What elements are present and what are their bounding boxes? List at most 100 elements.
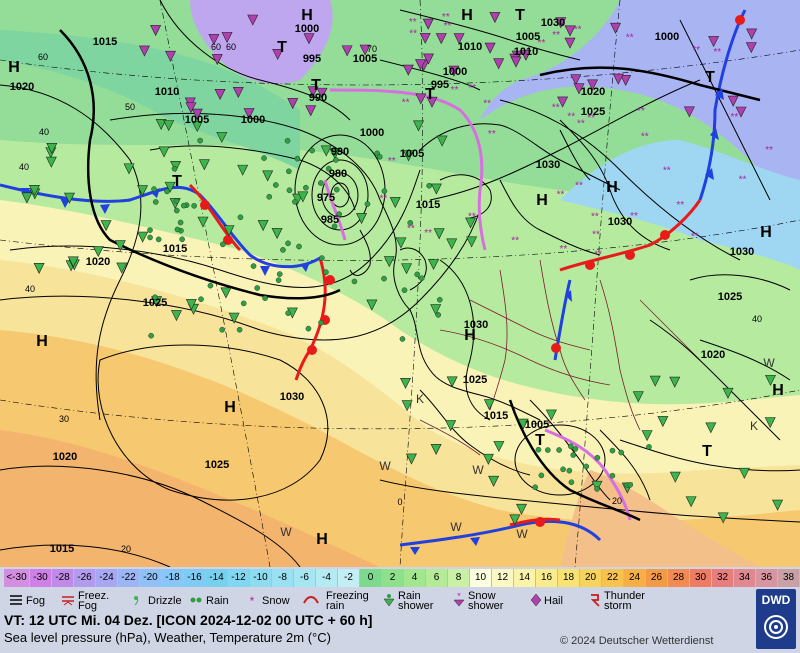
isobar-label: 1020 <box>701 349 725 361</box>
snow-shower-icon <box>727 95 739 107</box>
rain-icon <box>294 155 301 162</box>
rain-shower-icon <box>170 310 182 322</box>
rain-icon <box>627 482 634 488</box>
snow-icon: ** <box>739 175 747 186</box>
high-center: H <box>464 327 476 344</box>
rain-shower-icon <box>46 143 58 154</box>
temperature-label: 50 <box>125 102 135 112</box>
temperature-scale-cell: 20 <box>580 569 602 587</box>
snow-shower-icon <box>489 12 501 24</box>
rain-icon <box>323 269 329 275</box>
legend-item-label: Freez. Fog <box>78 590 110 612</box>
low-center: T <box>515 7 525 24</box>
copyright: © 2024 Deutscher Wetterdienst <box>560 635 714 647</box>
legend-item-label: Freezing rain <box>326 590 369 612</box>
temperature-scale-cell: -4 <box>316 569 338 587</box>
snow-icon: ** <box>765 145 773 156</box>
temperature-scale-cell: -26 <box>74 569 96 587</box>
snow-icon: ** <box>713 47 721 58</box>
rain-icon <box>532 484 538 491</box>
rain-shower-icon <box>137 185 149 197</box>
temperature-scale-cell: -28 <box>52 569 74 587</box>
snow-icon: ** <box>552 30 560 41</box>
rain-shower-icon <box>430 183 442 195</box>
rain-shower-icon <box>446 238 458 250</box>
rain-shower-icon <box>92 246 104 258</box>
snow-icon: ** <box>483 98 491 109</box>
snow-icon: ** <box>594 250 602 261</box>
rain-icon <box>188 593 204 610</box>
weather-mark: W <box>516 527 528 541</box>
high-center: H <box>316 531 328 548</box>
snow-shower-icon <box>138 45 150 57</box>
rain-shower-icon <box>765 374 776 386</box>
rain-shower-icon <box>155 119 167 130</box>
snow-icon: ** <box>424 228 432 239</box>
temperature-scale-cell: 32 <box>712 569 734 587</box>
snow-icon: ** <box>468 83 476 94</box>
rain-icon <box>572 446 579 452</box>
snow-shower-icon <box>422 53 434 65</box>
temperature-scale-cell: 14 <box>514 569 536 587</box>
rain-icon <box>318 180 324 186</box>
rain-shower-icon <box>738 467 750 479</box>
legend-item-label: Drizzle <box>148 595 182 607</box>
rain-icon <box>219 326 225 333</box>
isobar-label: 1025 <box>581 106 605 118</box>
legend-item-label: Fog <box>26 595 45 607</box>
snow-shower-icon <box>419 32 431 44</box>
rain-shower-icon <box>163 120 175 132</box>
snow-icon: ** <box>626 33 634 44</box>
rain-icon <box>276 271 283 277</box>
isobar-label: 1030 <box>608 216 632 228</box>
isobar-label: 1025 <box>718 291 742 303</box>
isobar-label: 1010 <box>514 46 538 58</box>
rain-shower-icon <box>545 409 557 421</box>
rain-shower-icon <box>185 299 197 311</box>
snow-shower-icon <box>570 74 582 86</box>
rain-icon <box>236 326 243 333</box>
rain-icon <box>174 207 180 214</box>
rain-icon <box>418 275 425 281</box>
isobar-label: 985 <box>321 214 339 226</box>
low-center: T <box>172 173 182 190</box>
temperature-label: 60 <box>226 42 236 52</box>
high-center: H <box>224 399 236 416</box>
rain-shower-icon <box>400 377 412 389</box>
high-center: H <box>8 59 20 76</box>
snow-shower-icon <box>620 74 632 86</box>
snow-shower-icon <box>610 22 622 34</box>
parameter-description: Sea level pressure (hPa), Weather, Tempe… <box>4 630 331 645</box>
rain-shower-icon <box>197 216 209 228</box>
weather-map-svg: ** ** ** ** ** ** ** ** ** ** ** ** ** ** ** ** ** ** ** **… <box>0 0 800 567</box>
snow-icon: ** <box>468 211 476 222</box>
rain-icon <box>538 472 545 479</box>
isobar-label: 1030 <box>536 159 560 171</box>
snow-shower-icon <box>341 45 353 57</box>
high-center: H <box>772 382 784 399</box>
snow-shower-icon <box>484 42 496 54</box>
legend-item: * Snow <box>244 590 302 612</box>
weather-symbol-legend: Fog Freez. Fog Drizzle Rain * Snow Freezing ra… <box>0 590 800 612</box>
weather-mark: W <box>763 356 775 370</box>
isobar-label: 990 <box>309 92 327 104</box>
low-center: T <box>277 39 287 56</box>
rain-shower-icon <box>401 400 413 412</box>
temperature-label: 40 <box>19 162 29 172</box>
legend-panel: <-30 -30 -28 -26 -24 -22 -20 -18 -16 -14 -12 -10 -8-… <box>0 567 800 653</box>
rain-shower-icon <box>649 375 661 387</box>
rain-shower-icon <box>114 240 126 252</box>
temperature-scale-cell: -20 <box>140 569 162 587</box>
rain-icon <box>609 472 616 479</box>
snow-shower-icon <box>555 17 567 29</box>
weather-mark: K <box>416 392 424 406</box>
temperature-scale-cell: -18 <box>162 569 184 587</box>
temperature-scale-cell: 0 <box>360 569 382 587</box>
temperature-scale-cell: -8 <box>272 569 294 587</box>
rain-shower-icon <box>401 263 413 275</box>
rain-icon <box>148 332 154 339</box>
rain-icon <box>179 236 185 243</box>
rain-icon <box>147 227 153 233</box>
weather-symbols: ** ** ** ** ** ** ** ** ** ** ** ** ** ** ** ** ** ** ** **… <box>21 12 784 526</box>
rain-shower-icon <box>632 391 644 403</box>
